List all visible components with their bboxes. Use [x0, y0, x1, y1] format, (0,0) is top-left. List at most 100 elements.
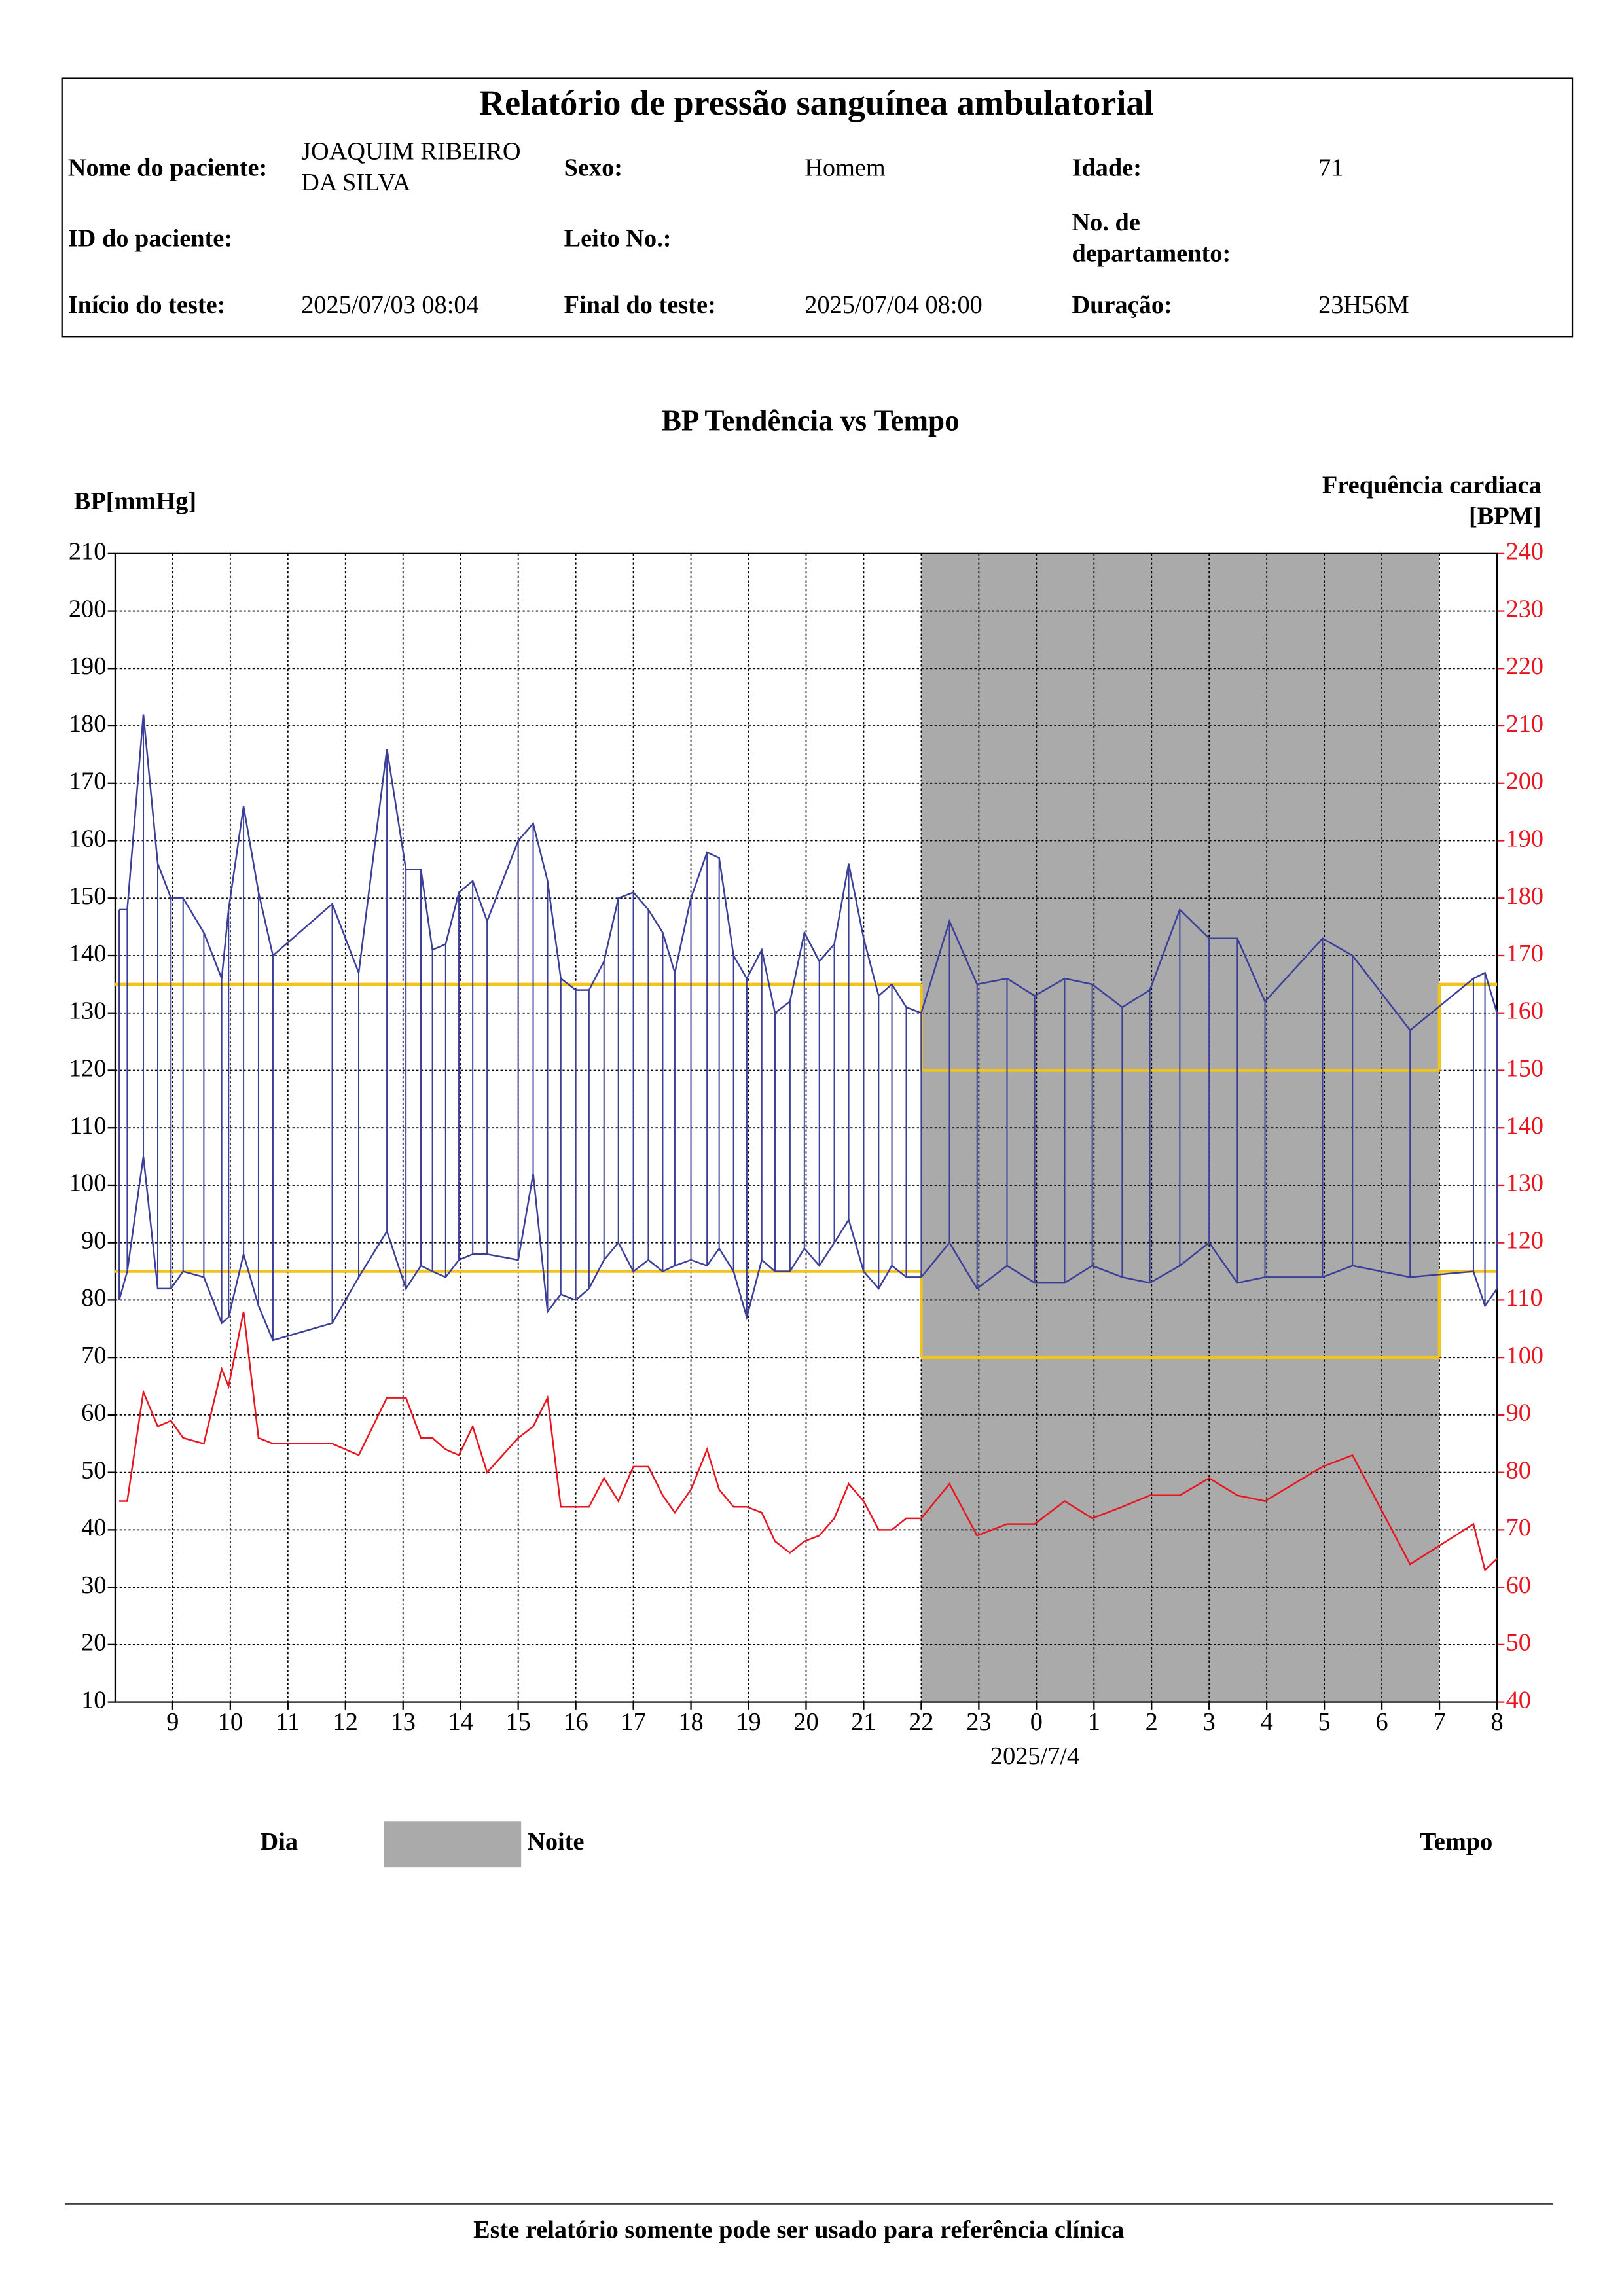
y2-tick-label: 90 [1506, 1399, 1531, 1427]
field-label: Leito No.: [564, 223, 672, 252]
y2-tick-label: 220 [1506, 653, 1544, 680]
x-tick-label: 1 [1088, 1708, 1100, 1736]
y2-tick-label: 160 [1506, 997, 1544, 1025]
y-tick-label: 110 [69, 1112, 106, 1139]
report-title: Relatório de pressão sanguínea ambulator… [479, 83, 1153, 122]
field-label-text: Leito No.: [564, 223, 672, 252]
field-label: ID do paciente: [67, 223, 233, 252]
y-tick-label: 80 [81, 1284, 106, 1312]
x-tick-label: 23 [966, 1708, 991, 1736]
y2-tick-label: 40 [1506, 1686, 1531, 1713]
field-value: JOAQUIM RIBEIRO DA SILVA [301, 137, 520, 196]
y-tick-label: 20 [81, 1629, 106, 1657]
legend-night-swatch [384, 1821, 522, 1868]
x-tick-label: 4 [1261, 1708, 1273, 1736]
y2-tick-label: 100 [1506, 1342, 1544, 1369]
field-label: Duração: [1072, 290, 1172, 318]
field-value: 71 [1318, 152, 1344, 181]
plot: 1020304050607080901001101201301401501601… [69, 538, 1543, 1736]
y-tick-label: 150 [69, 882, 107, 910]
y2-axis-label-text: Frequência cardiaca [BPM] [1322, 471, 1542, 530]
header-box [61, 77, 1574, 338]
field-label-text: Início do teste: [67, 290, 226, 319]
x-tick-label: 17 [621, 1708, 645, 1736]
x-tick-label: 18 [678, 1708, 703, 1736]
field-value-text: 23H56M [1318, 290, 1409, 319]
series-line [119, 1311, 1498, 1572]
field-value: 2025/07/03 08:04 [301, 290, 479, 319]
field-value-text: 2025/07/03 08:04 [301, 290, 479, 319]
legend-day: Dia [261, 1828, 298, 1856]
field-label: Final do teste: [564, 290, 716, 319]
y2-tick-label: 120 [1506, 1227, 1544, 1254]
y2-tick-label: 240 [1506, 538, 1544, 565]
field-value: 23H56M [1318, 290, 1409, 319]
x-tick-label: 13 [391, 1708, 416, 1736]
x-tick-label: 12 [333, 1708, 358, 1736]
y-tick-label: 190 [69, 653, 107, 680]
y2-tick-label: 150 [1506, 1054, 1544, 1082]
series-line [119, 714, 1498, 1031]
x-tick-label: 2 [1146, 1708, 1158, 1736]
y2-tick-label: 170 [1506, 940, 1544, 967]
y-tick-label: 50 [81, 1456, 106, 1484]
y-tick-label: 10 [81, 1686, 106, 1713]
y-tick-label: 170 [69, 768, 107, 795]
y-tick-label: 70 [81, 1342, 106, 1369]
y-tick-label: 90 [81, 1227, 106, 1254]
y-tick-label: 160 [69, 825, 107, 852]
y-tick-label: 120 [69, 1054, 107, 1082]
y2-tick-label: 70 [1506, 1514, 1531, 1541]
y-tick-label: 180 [69, 710, 107, 738]
y-tick-label: 60 [81, 1399, 106, 1427]
x-tick-label: 5 [1318, 1708, 1331, 1736]
y-axis-label: BP[mmHg] [74, 488, 196, 515]
x-tick-label: 21 [851, 1708, 876, 1736]
field-value: 2025/07/04 08:00 [804, 290, 983, 319]
x-tick-label: 8 [1490, 1708, 1503, 1736]
y-tick-label: 100 [69, 1170, 107, 1197]
x-tick-label: 10 [218, 1708, 243, 1736]
y2-tick-label: 180 [1506, 882, 1544, 910]
y-tick-label: 30 [81, 1571, 106, 1599]
field-label: Sexo: [564, 152, 623, 181]
field-label-text: ID do paciente: [67, 223, 233, 252]
series-line [118, 1156, 1498, 1342]
y2-tick-label: 210 [1506, 710, 1544, 738]
y2-axis-label: Frequência cardiaca [BPM] [1322, 471, 1542, 530]
x-tick-label: 7 [1433, 1708, 1445, 1736]
y-tick-label: 40 [81, 1514, 106, 1541]
chart-title: BP Tendência vs Tempo [662, 404, 960, 437]
y2-tick-label: 130 [1506, 1170, 1544, 1197]
field-label-text: No. de departamento: [1072, 208, 1231, 268]
x-tick-label: 9 [166, 1708, 179, 1736]
x-tick-label: 11 [276, 1708, 300, 1736]
field-value-text: 71 [1318, 152, 1344, 181]
field-label-text: Nome do paciente: [67, 152, 268, 181]
y2-tick-label: 50 [1506, 1629, 1531, 1657]
y-tick-label: 210 [69, 538, 107, 565]
y2-tick-label: 190 [1506, 825, 1544, 852]
x-tick-label: 14 [448, 1708, 473, 1736]
field-value-text: Homem [804, 152, 886, 181]
y-tick-label: 200 [69, 595, 107, 622]
y2-tick-label: 110 [1506, 1284, 1543, 1312]
field-label: No. de departamento: [1072, 208, 1231, 268]
field-value-text: 2025/07/04 08:00 [804, 290, 983, 319]
x-tick-label: 0 [1030, 1708, 1043, 1736]
y2-tick-label: 80 [1506, 1456, 1531, 1484]
date-label: 2025/7/4 [990, 1742, 1079, 1770]
field-label-text: Final do teste: [564, 290, 716, 319]
x-tick-label: 16 [563, 1708, 588, 1736]
x-tick-label: 6 [1376, 1708, 1388, 1736]
x-tick-label: 3 [1203, 1708, 1216, 1736]
y2-tick-label: 60 [1506, 1571, 1531, 1599]
field-value: Homem [804, 152, 886, 181]
y2-tick-label: 230 [1506, 595, 1544, 622]
x-tick-label: 19 [736, 1708, 761, 1736]
x-tick-label: 22 [909, 1708, 933, 1736]
field-label: Idade: [1072, 152, 1142, 181]
footer: Este relatório somente pode ser usado pa… [473, 2216, 1124, 2244]
